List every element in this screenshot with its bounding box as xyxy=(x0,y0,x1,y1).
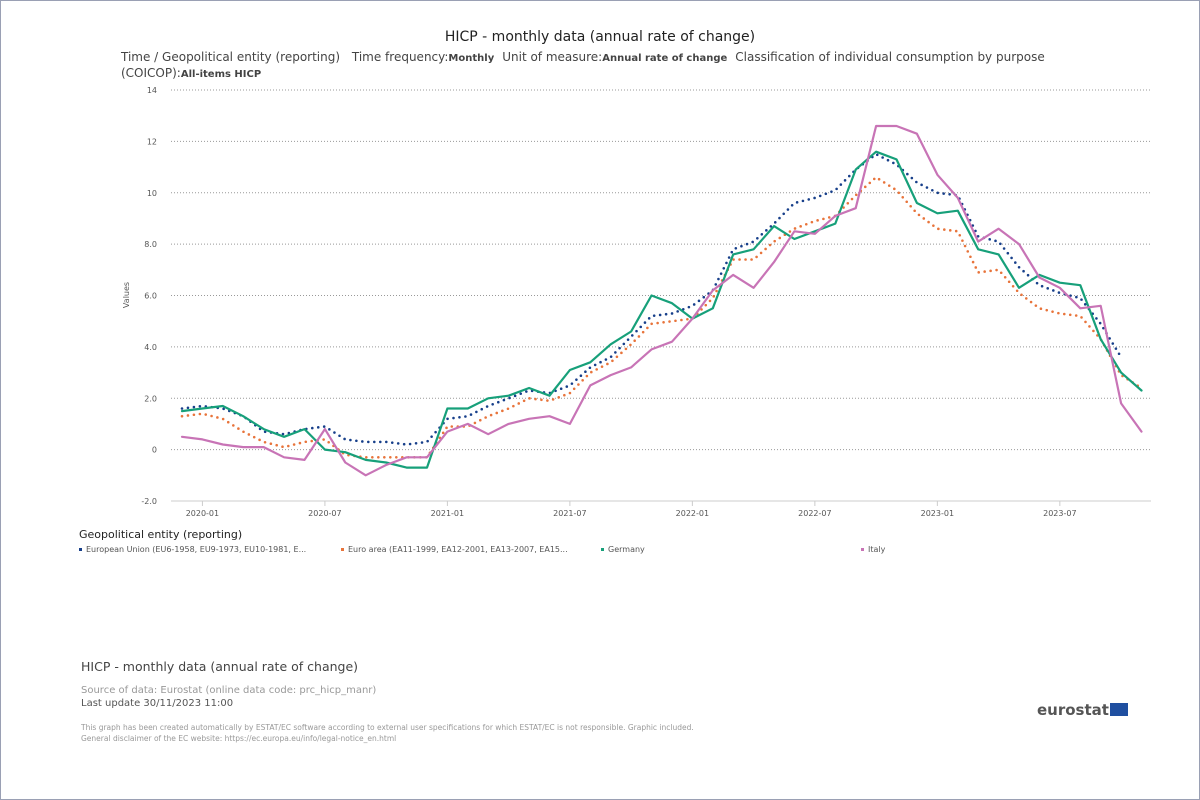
legend-label: Italy xyxy=(868,545,886,554)
filter-value: Annual rate of change xyxy=(602,53,728,64)
x-tick-label: 2020-01 xyxy=(186,509,219,518)
footer-title: HICP - monthly data (annual rate of chan… xyxy=(81,659,359,674)
footer-disclaimer: This graph has been created automaticall… xyxy=(81,723,694,732)
chart-title: HICP - monthly data (annual rate of chan… xyxy=(444,29,756,45)
subtitle-filter: Time frequency:Monthly xyxy=(352,50,494,64)
filter-label: Classification of individual consumption… xyxy=(121,50,1045,80)
y-axis-label: Values xyxy=(122,282,131,308)
legend-marker xyxy=(601,548,604,551)
y-tick-label: 4.0 xyxy=(144,343,157,352)
y-tick-label: 2.0 xyxy=(144,394,157,403)
x-tick-label: 2023-07 xyxy=(1043,509,1076,518)
x-tick-label: 2022-07 xyxy=(798,509,831,518)
x-tick-label: 2023-01 xyxy=(921,509,954,518)
y-tick-label: -2.0 xyxy=(141,497,157,506)
logo-flag xyxy=(1109,703,1128,716)
filter-value: Monthly xyxy=(448,53,495,64)
legend-label: Germany xyxy=(608,545,645,554)
legend-marker xyxy=(79,548,82,551)
x-tick-label: 2020-07 xyxy=(308,509,341,518)
footer-disclaimer: General disclaimer of the EC website: ht… xyxy=(81,734,397,743)
y-tick-label: 14 xyxy=(147,86,157,95)
y-tick-label: 6.0 xyxy=(144,292,157,301)
filter-label: Time frequency: xyxy=(351,50,449,64)
legend-label: Euro area (EA11-1999, EA12-2001, EA13-20… xyxy=(348,545,568,554)
filter-value: All-items HICP xyxy=(180,69,262,80)
subtitle-lead: Time / Geopolitical entity (reporting) xyxy=(121,50,341,64)
series-line xyxy=(180,150,1143,469)
filter-label: Unit of measure: xyxy=(502,50,603,64)
footer-source: Source of data: Eurostat (online data co… xyxy=(81,685,377,696)
series-line xyxy=(180,124,1143,477)
series-line xyxy=(180,176,1143,459)
footer-update: Last update 30/11/2023 11:00 xyxy=(81,698,234,709)
logo: eurostat xyxy=(1037,701,1128,719)
legend-marker xyxy=(341,548,344,551)
x-tick-label: 2021-07 xyxy=(553,509,586,518)
legend-label: European Union (EU6-1958, EU9-1973, EU10… xyxy=(86,545,306,554)
series-line xyxy=(180,152,1123,446)
y-tick-label: 0 xyxy=(152,446,157,455)
x-tick-label: 2021-01 xyxy=(431,509,464,518)
legend-marker xyxy=(861,548,864,551)
subtitle-filter: Classification of individual consumption… xyxy=(121,50,1045,80)
x-tick-label: 2022-01 xyxy=(676,509,709,518)
subtitle-filter: Unit of measure:Annual rate of change xyxy=(502,50,727,64)
y-tick-label: 10 xyxy=(147,189,157,198)
logo-text: eurostat xyxy=(1037,701,1109,719)
chart-subtitle: Time / Geopolitical entity (reporting) T… xyxy=(121,50,1101,82)
legend-title: Geopolitical entity (reporting) xyxy=(79,528,243,541)
y-tick-label: 12 xyxy=(147,137,157,146)
y-tick-label: 8.0 xyxy=(144,240,157,249)
chart: -2.0 0 2.0 4.0 6.0 8.0 10 12 14 Values 2020-01 2020… xyxy=(79,86,1151,554)
